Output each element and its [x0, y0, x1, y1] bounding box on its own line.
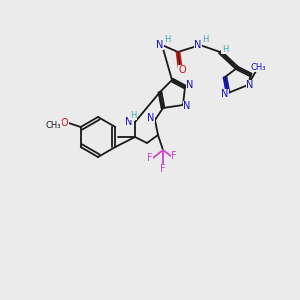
- Text: H: H: [202, 34, 208, 43]
- Text: F: F: [147, 153, 153, 163]
- Text: CH₃: CH₃: [46, 122, 62, 130]
- Text: CH₃: CH₃: [250, 62, 266, 71]
- Text: O: O: [61, 118, 68, 128]
- Text: H: H: [164, 34, 170, 43]
- Text: F: F: [160, 164, 166, 174]
- Text: N: N: [194, 40, 202, 50]
- Text: N: N: [186, 80, 194, 90]
- Text: N: N: [246, 80, 254, 90]
- Text: N: N: [156, 40, 164, 50]
- Text: H: H: [130, 110, 136, 119]
- Text: N: N: [221, 89, 229, 99]
- Text: N: N: [183, 101, 191, 111]
- Text: H: H: [222, 44, 228, 53]
- Text: N: N: [147, 113, 155, 123]
- Text: F: F: [171, 151, 177, 161]
- Text: O: O: [178, 65, 186, 75]
- Text: N: N: [125, 117, 133, 127]
